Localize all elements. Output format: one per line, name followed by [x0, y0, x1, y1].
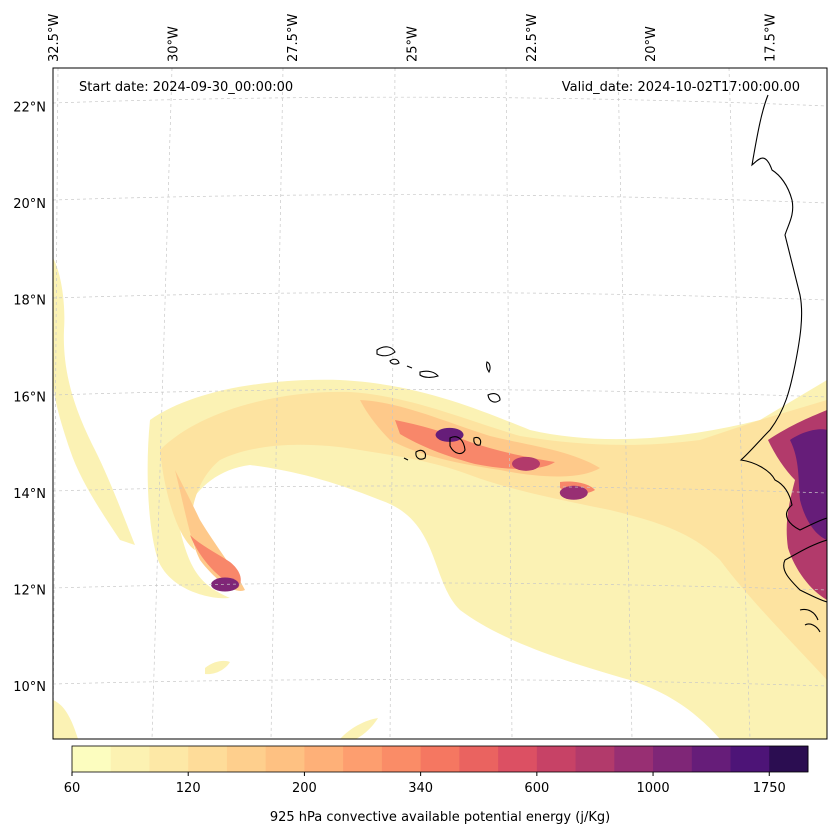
meridian-17.5 [728, 68, 751, 739]
colorbar-tick-label: 1750 [753, 781, 786, 796]
island-maio [473, 436, 482, 446]
cape-region-level2 [160, 391, 827, 680]
parallel-20 [53, 194, 827, 204]
parallel-12 [53, 582, 827, 591]
colorbar-swatch [226, 746, 267, 772]
bissagos-islands [799, 608, 821, 633]
colorbar-tick-label: 120 [176, 781, 201, 796]
island-santo-antao [376, 346, 396, 357]
colorbar-frame [71, 745, 809, 773]
colorbar-swatch [110, 746, 150, 772]
meridian-30 [151, 68, 173, 739]
cape-peak [512, 456, 540, 471]
valid-date-label: Valid_date: 2024-10-02T17:00:00.00 [562, 80, 800, 95]
lat-tick-label: 12°N [13, 583, 46, 598]
lon-tick-label: 17.5°W [764, 14, 779, 62]
colorbar-swatch [536, 746, 577, 772]
colorbar-swatch [498, 746, 538, 772]
parallel-22 [53, 96, 827, 107]
cape-peak [435, 427, 464, 442]
meridian-20 [617, 68, 633, 739]
map-frame [52, 67, 828, 740]
cape-region-band [360, 400, 600, 477]
colorbar-swatch [343, 746, 383, 772]
meridian-27.5 [270, 68, 284, 739]
colorbar-swatch [614, 746, 654, 772]
colorbar-swatch [575, 746, 615, 772]
meridian-32.5 [53, 68, 59, 739]
parallel-10 [53, 679, 827, 687]
parallel-18 [53, 292, 827, 301]
latitude-ticks: 22°N 20°N 18°N 16°N 14°N 12°N 10°N [13, 101, 46, 695]
longitude-ticks: 32.5°W 30°W 27.5°W 25°W 22.5°W 20°W 17.5°W [47, 14, 779, 62]
island-sao-nicolau [419, 370, 439, 378]
colorbar-swatch [188, 746, 228, 772]
island-boa-vista [487, 393, 501, 403]
colorbar-tick-label: 1000 [637, 781, 670, 796]
island-brava [403, 457, 409, 461]
lon-tick-label: 30°W [166, 26, 181, 62]
colorbar-swatch [72, 746, 112, 772]
lat-tick-label: 18°N [13, 294, 46, 309]
meridian-22.5 [505, 68, 513, 739]
lat-tick-label: 22°N [13, 101, 46, 116]
cape-field [53, 68, 827, 739]
colorbar-swatch [381, 746, 422, 772]
colorbar-tick-label: 600 [524, 781, 549, 796]
africa-coastline [739, 94, 827, 531]
colorbar-tick-label: 200 [292, 781, 317, 796]
island-santiago [449, 436, 466, 455]
lat-tick-label: 16°N [13, 390, 46, 405]
colorbar-swatch [730, 746, 770, 772]
parallel-16 [53, 389, 827, 398]
island-santa-luzia [406, 365, 413, 369]
lat-tick-label: 14°N [13, 487, 46, 502]
colorbar-swatch [149, 746, 189, 772]
lat-tick-label: 10°N [13, 680, 46, 695]
island-fogo [415, 449, 426, 460]
lon-tick-label: 25°W [405, 26, 420, 62]
colorbar-tick-label: 340 [408, 781, 433, 796]
colorbar-swatch [304, 746, 344, 772]
colorbar-swatch [459, 746, 499, 772]
coastlines [376, 94, 827, 633]
cape-region-small-patch [205, 660, 230, 675]
cape-region-band-core [395, 420, 555, 469]
lon-tick-label: 22.5°W [525, 14, 540, 62]
colorbar: 60 120 200 340 600 1000 1750 [64, 745, 809, 796]
cape-region-level4 [190, 535, 241, 588]
colorbar-swatch [691, 746, 732, 772]
colorbar-tick-label: 60 [64, 781, 81, 796]
cape-region-bottom-mid [340, 718, 378, 739]
cape-peak [559, 485, 588, 500]
island-sao-vicente [389, 358, 400, 365]
lat-tick-label: 20°N [13, 197, 46, 212]
cape-region-left-strip [53, 258, 135, 545]
graticule [53, 68, 827, 739]
island-sal [486, 361, 491, 374]
cape-coastal-core [790, 429, 827, 540]
africa-coast-south [783, 539, 827, 603]
parallel-14 [53, 485, 827, 494]
colorbar-swatch [420, 746, 460, 772]
lon-tick-label: 32.5°W [47, 14, 62, 62]
lon-tick-label: 27.5°W [286, 14, 301, 62]
cape-region-bottom-left [53, 700, 78, 739]
meridian-25 [389, 68, 396, 739]
lon-tick-label: 20°W [644, 26, 659, 62]
colorbar-swatch [653, 746, 693, 772]
colorbar-swatch [265, 746, 305, 772]
colorbar-label: 925 hPa convective available potential e… [270, 810, 610, 825]
colorbar-swatch [769, 746, 809, 772]
start-date-label: Start date: 2024-09-30_00:00:00 [79, 80, 293, 95]
cape-peak [211, 577, 239, 592]
